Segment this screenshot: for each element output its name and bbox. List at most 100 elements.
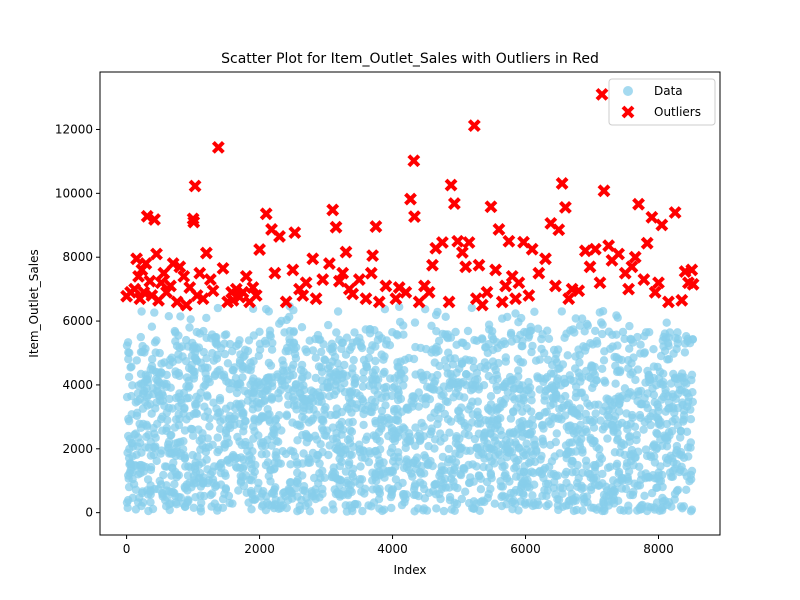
data-point bbox=[654, 419, 663, 429]
legend-x-icon bbox=[621, 105, 635, 119]
data-point bbox=[432, 327, 441, 336]
data-point bbox=[466, 446, 475, 455]
data-point bbox=[271, 483, 280, 492]
outlier-point bbox=[196, 292, 210, 306]
data-point bbox=[510, 384, 519, 393]
data-point bbox=[483, 361, 492, 370]
data-point bbox=[138, 404, 148, 413]
data-point bbox=[293, 468, 302, 477]
data-point bbox=[515, 418, 524, 427]
data-point bbox=[650, 458, 660, 467]
outlier-point bbox=[668, 206, 682, 219]
data-point bbox=[158, 426, 167, 435]
data-point bbox=[487, 457, 496, 466]
data-point bbox=[620, 334, 629, 344]
data-point bbox=[311, 373, 320, 383]
data-point bbox=[627, 335, 636, 344]
data-point bbox=[600, 506, 609, 516]
data-point bbox=[661, 434, 670, 443]
data-point bbox=[350, 328, 359, 337]
data-point bbox=[170, 480, 179, 489]
outlier-point bbox=[239, 269, 253, 283]
data-point bbox=[681, 339, 690, 348]
data-point bbox=[460, 429, 469, 438]
data-point bbox=[386, 448, 395, 457]
data-point bbox=[600, 347, 609, 356]
data-point bbox=[501, 353, 510, 362]
outlier-point bbox=[583, 260, 597, 274]
data-point bbox=[544, 334, 554, 343]
data-point bbox=[387, 423, 397, 433]
data-point bbox=[282, 343, 292, 353]
data-point bbox=[278, 373, 287, 382]
data-point bbox=[379, 505, 389, 514]
data-point bbox=[263, 381, 273, 391]
data-point bbox=[262, 449, 271, 459]
data-point bbox=[472, 368, 481, 378]
data-point bbox=[390, 436, 400, 446]
data-point bbox=[356, 462, 365, 471]
data-point bbox=[598, 479, 607, 488]
outlier-point bbox=[447, 197, 461, 210]
data-point bbox=[272, 422, 282, 431]
outlier-point bbox=[484, 200, 498, 214]
y-tick-label: 2000 bbox=[62, 442, 93, 456]
data-point bbox=[678, 504, 687, 513]
data-point bbox=[682, 485, 691, 494]
y-tick-label: 10000 bbox=[55, 186, 93, 200]
data-point bbox=[380, 352, 389, 361]
y-tick-label: 0 bbox=[85, 506, 93, 520]
data-point bbox=[595, 308, 604, 317]
data-point bbox=[416, 368, 425, 377]
data-point bbox=[393, 395, 403, 405]
data-point bbox=[417, 418, 426, 428]
data-point bbox=[208, 489, 217, 498]
data-point bbox=[174, 350, 183, 359]
data-point bbox=[633, 365, 643, 374]
outlier-point bbox=[549, 279, 562, 293]
data-point bbox=[284, 385, 293, 394]
data-point bbox=[398, 478, 407, 488]
data-point bbox=[298, 459, 307, 468]
data-point bbox=[213, 303, 223, 313]
legend-box bbox=[608, 78, 716, 126]
data-point bbox=[474, 450, 483, 460]
data-point bbox=[318, 466, 327, 475]
data-point bbox=[659, 377, 668, 387]
data-point bbox=[663, 500, 672, 510]
data-point bbox=[176, 312, 185, 321]
outlier-point bbox=[188, 179, 202, 193]
data-point bbox=[290, 345, 299, 354]
data-point bbox=[440, 409, 449, 419]
data-point bbox=[597, 318, 606, 327]
data-point bbox=[235, 356, 245, 365]
y-tick-label: 4000 bbox=[62, 378, 93, 392]
data-point bbox=[555, 404, 564, 414]
data-point bbox=[174, 420, 184, 430]
data-point bbox=[394, 448, 403, 457]
data-point bbox=[541, 386, 550, 396]
data-point bbox=[138, 341, 147, 351]
data-point bbox=[524, 377, 533, 387]
data-point bbox=[306, 386, 316, 395]
data-point bbox=[171, 467, 180, 477]
x-tick-label: 6000 bbox=[510, 542, 541, 556]
data-point bbox=[534, 467, 544, 477]
data-point bbox=[214, 408, 223, 418]
data-point bbox=[136, 369, 146, 379]
data-point bbox=[649, 362, 659, 371]
outlier-point bbox=[502, 234, 516, 248]
data-point bbox=[182, 382, 191, 391]
x-tick-label: 4000 bbox=[377, 542, 408, 556]
data-point bbox=[539, 440, 548, 449]
data-point bbox=[188, 431, 198, 440]
outlier-point bbox=[143, 274, 157, 288]
data-point bbox=[500, 379, 510, 388]
data-point bbox=[687, 370, 697, 379]
outlier-point bbox=[602, 239, 616, 253]
outlier-point bbox=[422, 285, 436, 299]
data-point bbox=[445, 428, 454, 437]
data-point bbox=[408, 392, 417, 401]
data-point bbox=[443, 458, 453, 467]
data-point bbox=[189, 409, 199, 419]
